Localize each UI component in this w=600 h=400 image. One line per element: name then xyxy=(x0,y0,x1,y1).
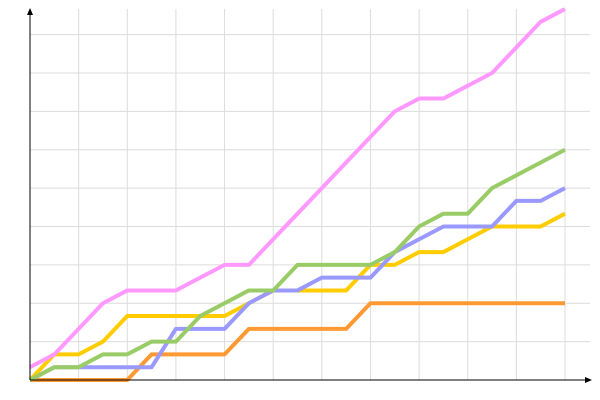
series-line-4 xyxy=(29,7,566,369)
series-line-3 xyxy=(29,147,566,382)
y-axis-arrow-icon xyxy=(27,8,33,15)
series-line-2 xyxy=(29,186,566,382)
series-group xyxy=(28,7,566,382)
x-axis-arrow-icon xyxy=(585,377,592,383)
grid xyxy=(30,9,590,380)
axes xyxy=(27,8,592,383)
